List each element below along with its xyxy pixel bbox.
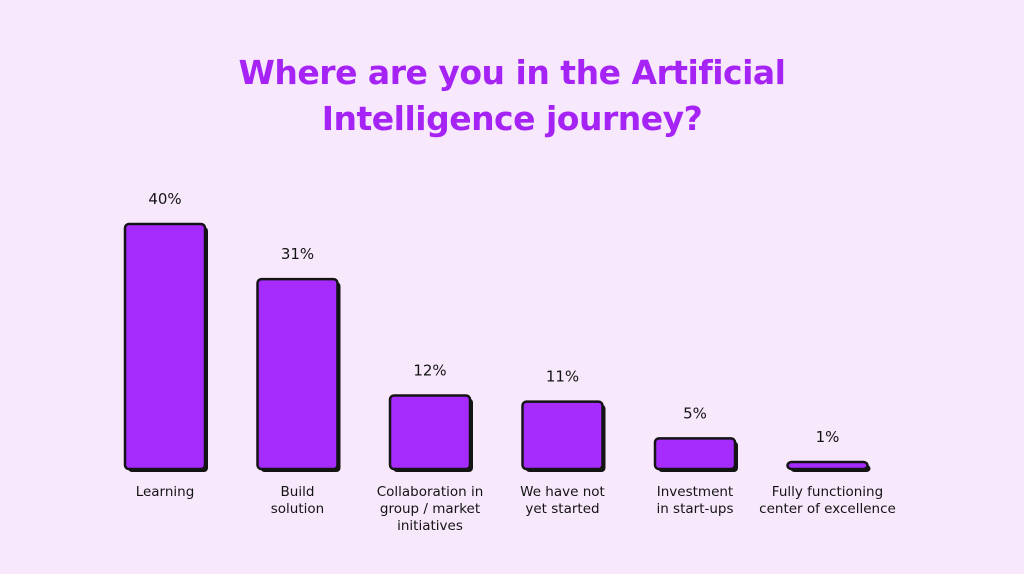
category-label-2-line-0: Collaboration in: [377, 484, 484, 500]
category-label-4-line-1: in start-ups: [656, 501, 733, 517]
category-label-3: We have not yet started: [520, 484, 605, 517]
bar-4: [653, 437, 737, 471]
category-label-2-line-1: group / market: [380, 501, 480, 517]
bar-2: [388, 394, 472, 471]
value-label-3: 11%: [546, 368, 579, 386]
bars-layer: 40% Learning 31% Build solution 12% Collaborat…: [123, 190, 896, 534]
category-label-5: Fully functioning center of excellence: [759, 484, 896, 517]
value-label-2: 12%: [413, 362, 446, 380]
category-label-0-line-0: Learning: [136, 484, 195, 500]
category-label-1-line-0: Build: [281, 484, 315, 500]
category-label-1-line-1: solution: [271, 501, 324, 517]
category-label-4-line-0: Investment: [657, 484, 733, 500]
value-label-5: 1%: [816, 428, 840, 446]
chart-title-line-1: Where are you in the Artificial: [238, 53, 786, 92]
value-label-4: 5%: [683, 404, 707, 422]
value-label-1: 31%: [281, 245, 314, 263]
category-label-1: Build solution: [271, 484, 324, 517]
category-label-3-line-1: yet started: [525, 501, 599, 517]
value-label-0: 40%: [148, 190, 181, 208]
chart-title: Where are you in the Artificial Intellig…: [0, 50, 1024, 142]
bar-5: [786, 460, 869, 471]
bar-0: [123, 222, 207, 471]
category-label-3-line-0: We have not: [520, 484, 605, 500]
category-label-0: Learning: [136, 484, 195, 500]
category-label-2-line-2: initiatives: [397, 518, 463, 534]
category-label-2: Collaboration in group / market initiative…: [377, 484, 484, 534]
bar-3: [521, 400, 604, 471]
category-label-5-line-0: Fully functioning: [772, 484, 883, 500]
bar-1: [256, 277, 339, 471]
category-label-4: Investment in start-ups: [656, 484, 733, 517]
chart-title-line-2: Intelligence journey?: [321, 99, 703, 138]
category-label-5-line-1: center of excellence: [759, 501, 896, 517]
